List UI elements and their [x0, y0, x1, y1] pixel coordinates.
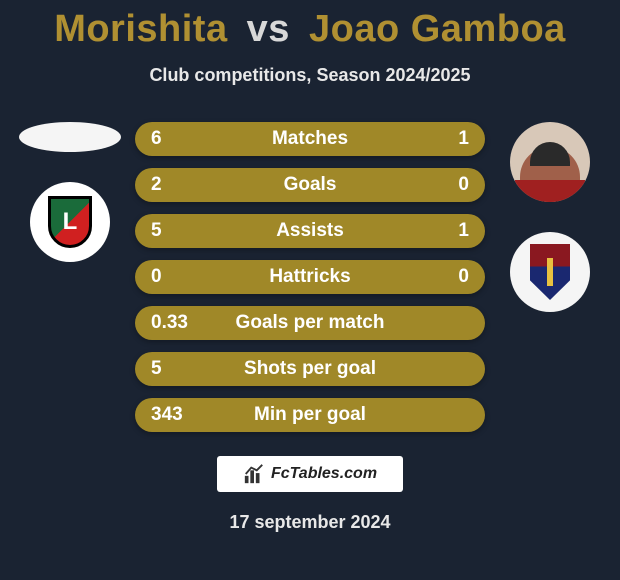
brand-badge: FcTables.com [217, 456, 403, 492]
stat-value-right: 1 [458, 220, 469, 242]
left-column: L [25, 122, 115, 262]
stat-value-left: 5 [151, 358, 162, 380]
stat-row: 2 Goals 0 [135, 168, 485, 202]
stat-label: Min per goal [254, 404, 366, 426]
player1-club-badge: L [30, 182, 110, 262]
stat-row: 343 Min per goal [135, 398, 485, 432]
stat-value-left: 0.33 [151, 312, 188, 334]
player1-name: Morishita [54, 8, 227, 50]
stat-value-right: 1 [458, 128, 469, 150]
footer-date: 17 september 2024 [0, 512, 620, 533]
player2-club-badge [510, 232, 590, 312]
stat-label: Goals [284, 174, 337, 196]
stat-value-left: 0 [151, 266, 162, 288]
face-icon [520, 147, 580, 202]
player2-name: Joao Gamboa [309, 8, 566, 50]
stat-label: Matches [272, 128, 348, 150]
vs-separator: vs [247, 8, 290, 50]
stat-value-left: 6 [151, 128, 162, 150]
stat-row: 0.33 Goals per match [135, 306, 485, 340]
comparison-title: Morishita vs Joao Gamboa [0, 0, 620, 51]
stat-label: Hattricks [269, 266, 350, 288]
stat-label: Assists [276, 220, 344, 242]
stat-value-left: 2 [151, 174, 162, 196]
brand-text: FcTables.com [271, 465, 377, 483]
club-badge-initial: L [48, 196, 92, 248]
stat-value-left: 5 [151, 220, 162, 242]
player1-avatar [19, 122, 121, 152]
stats-bars: 6 Matches 1 2 Goals 0 5 Assists 1 0 Hattricks 0 0.33… [135, 122, 485, 432]
stat-value-left: 343 [151, 404, 183, 426]
stat-row: 0 Hattricks 0 [135, 260, 485, 294]
stat-label: Shots per goal [244, 358, 376, 380]
right-column [505, 122, 595, 312]
stat-value-right: 0 [458, 266, 469, 288]
stat-row: 6 Matches 1 [135, 122, 485, 156]
chart-icon [243, 463, 265, 485]
stat-value-right: 0 [458, 174, 469, 196]
stat-row: 5 Shots per goal [135, 352, 485, 386]
main-content: L 6 Matches 1 2 Goals 0 5 Assists 1 0 Hattricks 0 0.… [0, 122, 620, 432]
stat-row: 5 Assists 1 [135, 214, 485, 248]
subtitle: Club competitions, Season 2024/2025 [0, 65, 620, 86]
player2-avatar [510, 122, 590, 202]
stat-label: Goals per match [236, 312, 385, 334]
